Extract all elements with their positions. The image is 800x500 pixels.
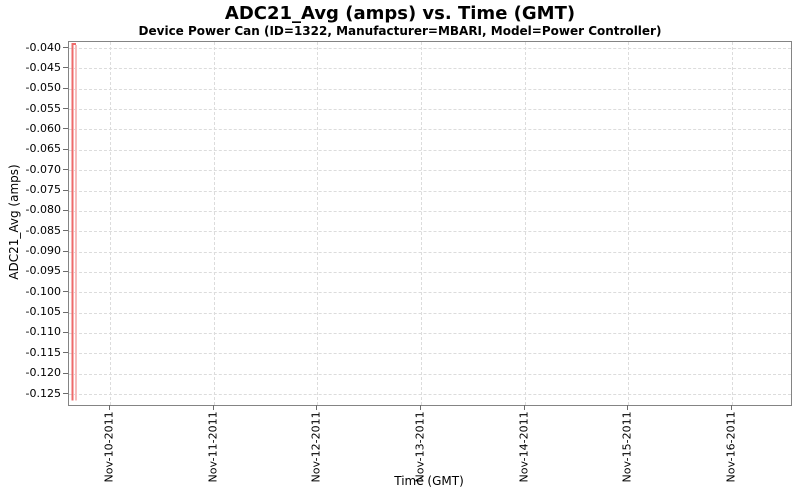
y-gridline [69,312,791,314]
y-tick-label: -0.040 [25,40,61,54]
series-layer [71,43,77,401]
x-axis-title: Time (GMT) [394,474,464,488]
y-gridline [69,231,791,233]
y-tick-label: -0.125 [25,386,61,400]
y-tick-mark [63,67,68,69]
y-tick-label: -0.050 [25,81,61,95]
y-tick-label: -0.045 [25,60,61,74]
x-tick-mark [731,405,732,410]
y-tick-mark [63,352,68,354]
y-gridline [69,149,791,151]
x-tick-mark [316,405,318,410]
x-gridline [628,42,630,405]
plot-area [68,41,792,406]
y-tick-mark [63,393,68,394]
y-gridline [69,109,791,111]
x-tick-label: Nov-11-2011 [206,411,220,483]
y-gridline [69,88,791,90]
y-tick-label: -0.105 [25,305,61,319]
y-gridline [69,292,791,294]
y-tick-label: -0.115 [25,345,61,359]
y-tick-mark [63,291,68,293]
x-tick-mark [627,405,629,410]
y-gridline [69,170,791,172]
y-tick-label: -0.080 [25,203,61,217]
y-tick-mark [63,47,68,48]
y-gridline [69,48,791,49]
y-tick-mark [63,128,68,130]
x-gridline [421,42,422,405]
y-gridline [69,68,791,70]
y-tick-mark [63,230,68,232]
y-gridline [69,394,791,395]
x-tick-label: Nov-13-2011 [413,411,427,483]
y-tick-mark [63,209,68,211]
x-tick-label: Nov-10-2011 [102,411,116,483]
x-tick-label: Nov-12-2011 [309,411,323,483]
x-gridline [213,42,215,405]
y-gridline [69,373,791,375]
y-tick-label: -0.095 [25,264,61,278]
y-tick-mark [63,148,68,150]
x-gridline [524,42,526,405]
y-tick-mark [63,270,68,272]
y-tick-label: -0.070 [25,162,61,176]
chart-subtitle: Device Power Can (ID=1322, Manufacturer=… [138,24,662,38]
y-tick-mark [63,87,68,89]
y-tick-label: -0.065 [25,142,61,156]
x-tick-label: Nov-16-2011 [724,411,738,483]
series-line [71,43,76,401]
y-gridline [69,251,791,253]
x-gridline [317,42,319,405]
y-tick-mark [63,189,68,191]
y-tick-label: -0.100 [25,284,61,298]
y-axis-title: ADC21_Avg (amps) [7,164,21,280]
x-tick-label: Nov-14-2011 [517,411,531,483]
y-gridline [69,332,791,334]
x-tick-mark [523,405,525,410]
x-tick-mark [109,405,110,410]
y-gridline [69,271,791,273]
chart-title: ADC21_Avg (amps) vs. Time (GMT) [224,3,576,24]
y-tick-mark [63,311,68,313]
y-tick-mark [63,169,68,171]
y-gridline [69,353,791,355]
x-tick-mark [420,405,421,410]
x-tick-label: Nov-15-2011 [620,411,634,483]
y-gridline [69,129,791,131]
y-tick-mark [63,331,68,333]
y-gridline [69,210,791,212]
y-tick-label: -0.060 [25,121,61,135]
y-gridline [69,190,791,192]
y-tick-label: -0.075 [25,183,61,196]
y-tick-mark [63,108,68,110]
x-gridline [110,42,111,405]
x-tick-mark [212,405,214,410]
y-tick-mark [63,250,68,252]
x-gridline [732,42,733,405]
y-tick-mark [63,372,68,374]
y-tick-label: -0.090 [25,244,61,257]
y-tick-label: -0.055 [25,101,61,115]
y-tick-label: -0.085 [25,223,61,237]
y-tick-label: -0.110 [25,325,61,339]
y-tick-label: -0.120 [25,366,61,380]
